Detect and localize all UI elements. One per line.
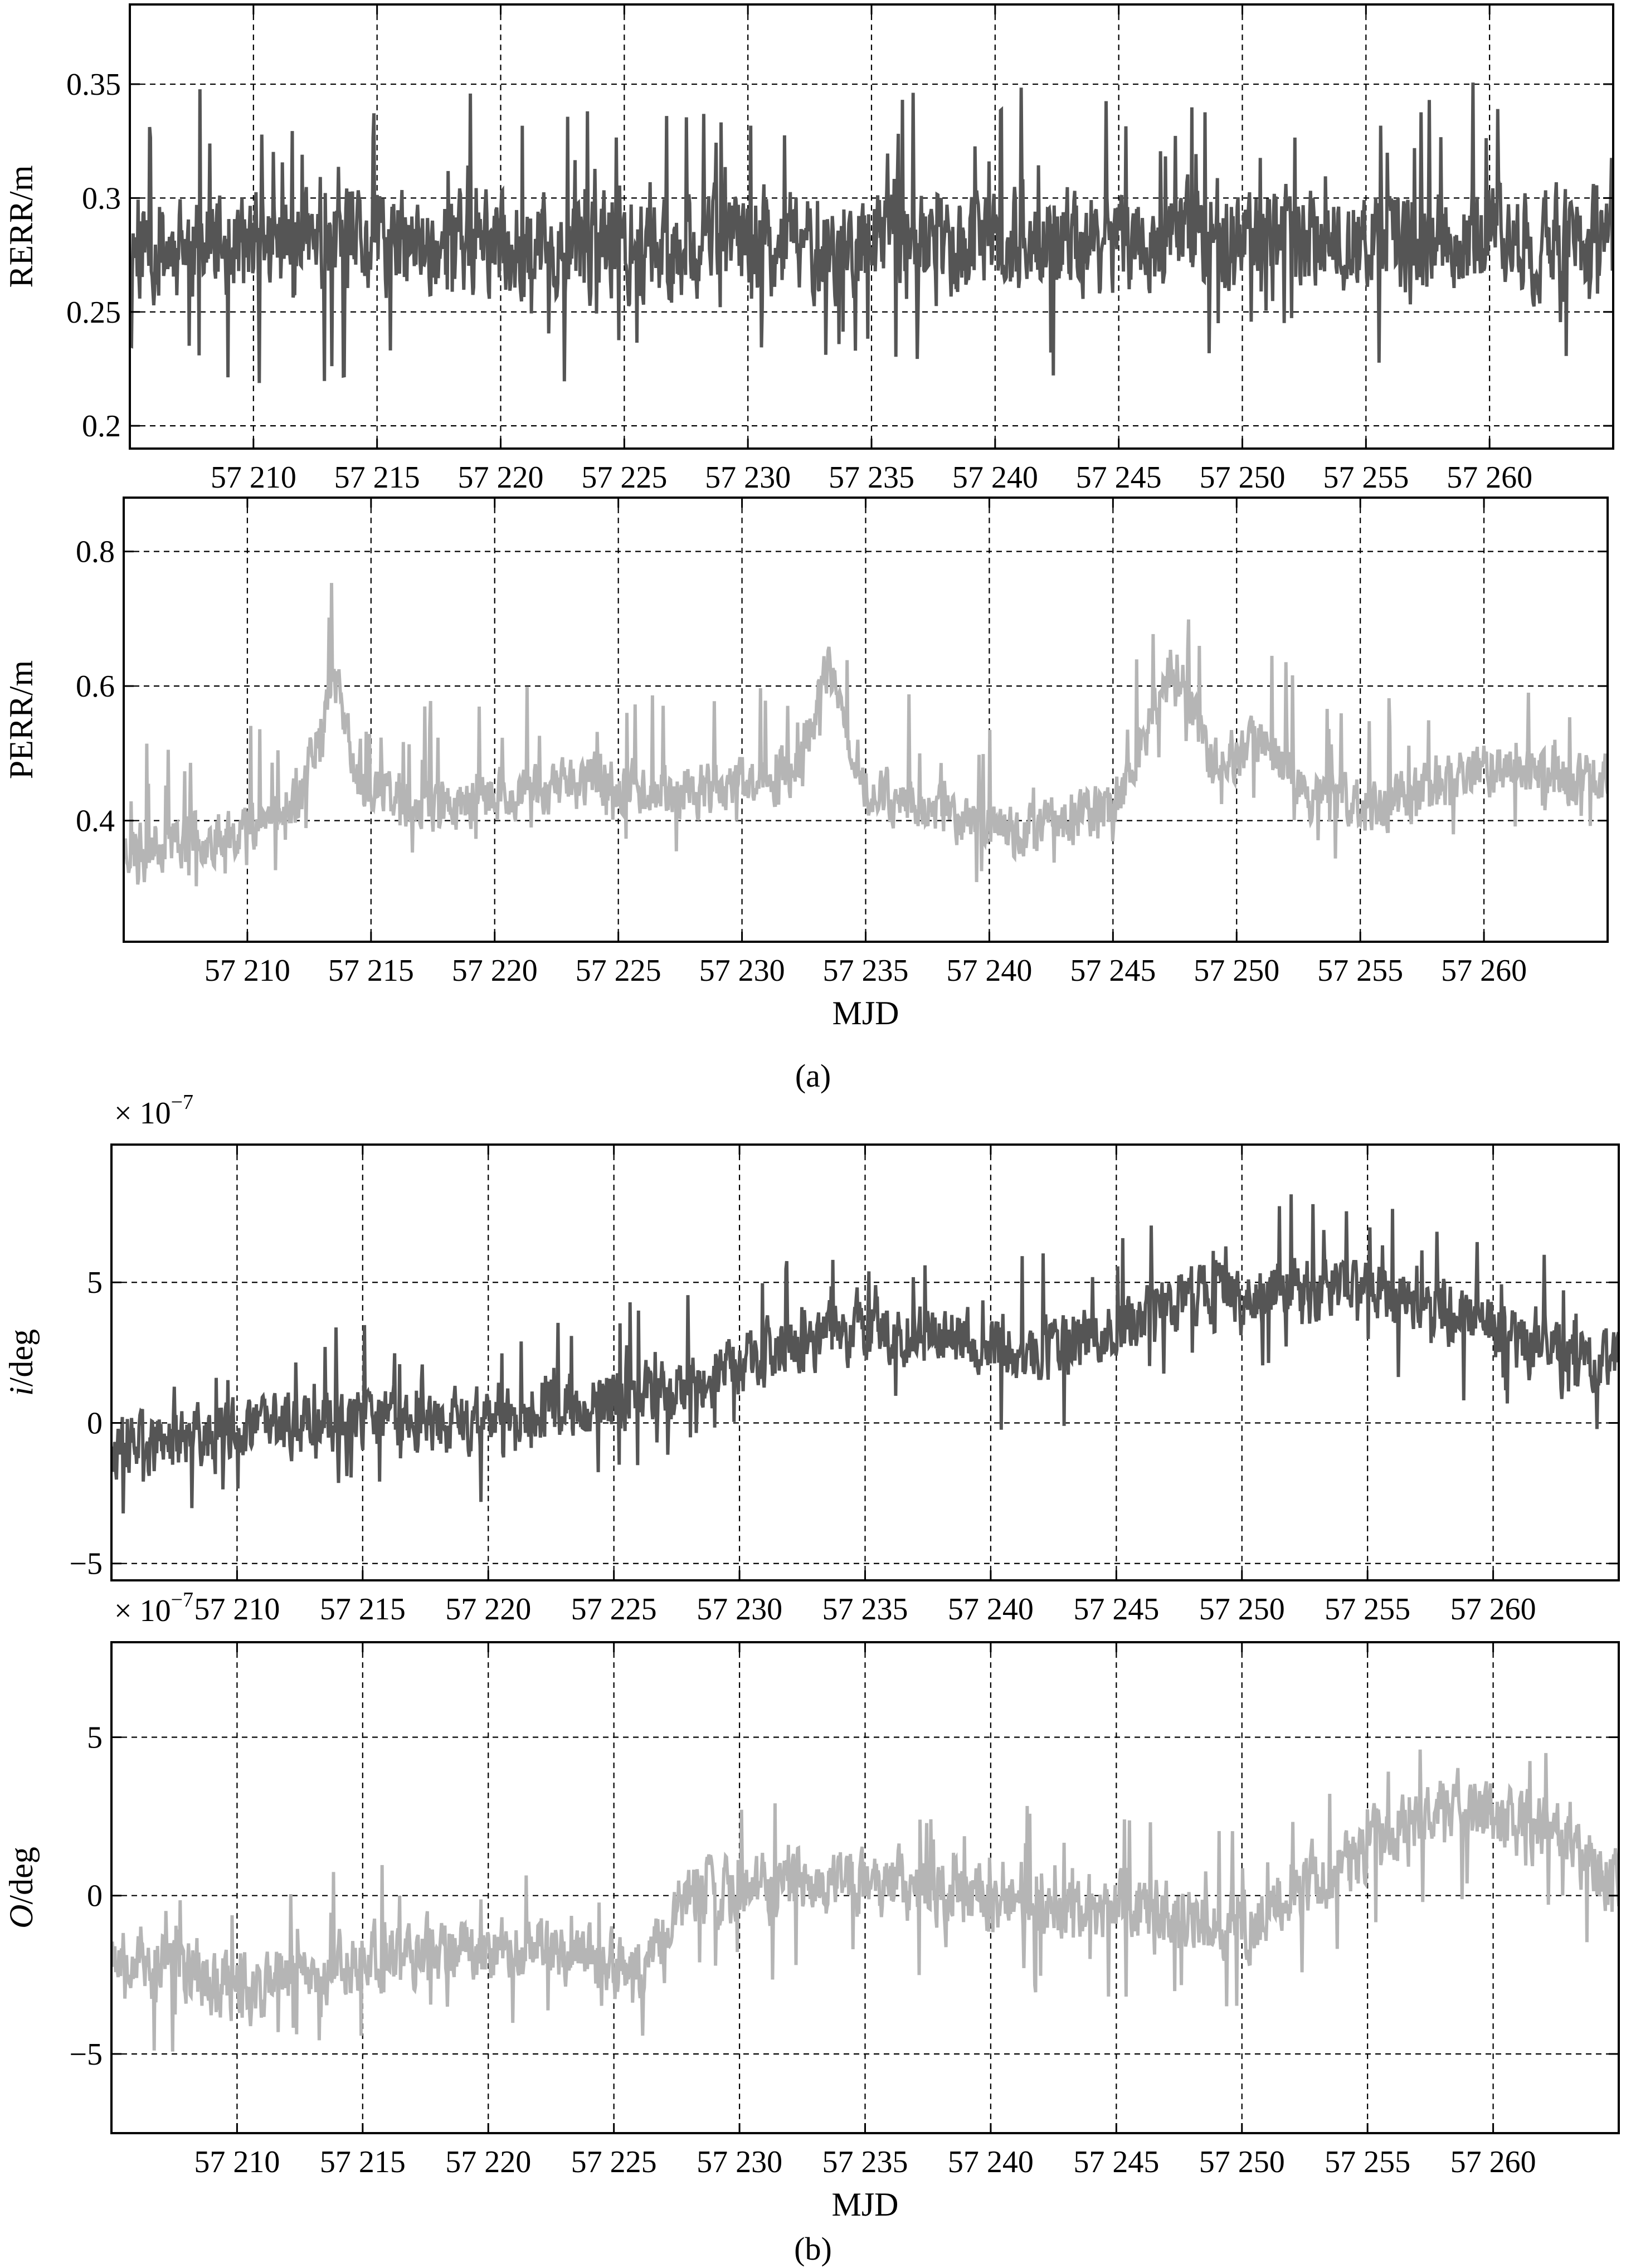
x-tick-label: 57 220 — [445, 1592, 531, 1627]
series-line-i — [111, 1194, 1619, 1513]
x-tick-label: 57 245 — [1070, 953, 1156, 988]
x-tick-label: 57 230 — [697, 1592, 782, 1627]
y-tick-label: 5 — [87, 1721, 103, 1755]
x-tick-label: 57 240 — [948, 2145, 1034, 2179]
x-tick-label: 57 215 — [334, 460, 420, 495]
caption-a: (a) — [795, 1058, 831, 1094]
y-tick-label: 0.35 — [66, 67, 121, 102]
x-tick-label: 57 230 — [699, 953, 785, 988]
x-tick-label: 57 250 — [1199, 1592, 1285, 1627]
y-tick-label: 0 — [87, 1879, 103, 1914]
x-tick-label: 57 245 — [1073, 1592, 1159, 1627]
x-tick-label: 57 260 — [1441, 953, 1527, 988]
y-tick-label: 0.4 — [76, 804, 115, 839]
x-tick-label: 57 255 — [1325, 1592, 1410, 1627]
x-tick-label: 57 230 — [705, 460, 791, 495]
panel-omega: 57 210 57 215 57 220 57 225 57 230 57 235 57 2… — [3, 1588, 1620, 2223]
x-tick-label: 57 215 — [320, 1592, 406, 1627]
x-tick-label: 57 250 — [1194, 953, 1279, 988]
y-tick-label: 5 — [87, 1266, 103, 1300]
x-tick-label: 57 215 — [320, 2145, 406, 2179]
x-tick-label: 57 240 — [948, 1592, 1034, 1627]
x-tick-label: 57 245 — [1076, 460, 1162, 495]
y-tick-label: −5 — [69, 2037, 103, 2072]
x-tick-label: 57 260 — [1450, 2145, 1536, 2179]
axis-multiplier: × 10−7 — [114, 1091, 193, 1131]
x-tick-label: 57 245 — [1073, 2145, 1159, 2179]
x-tick-label: 57 225 — [571, 1592, 657, 1627]
axis-multiplier: × 10−7 — [114, 1588, 193, 1628]
x-tick-label: 57 235 — [829, 460, 914, 495]
x-tick-label: 57 235 — [822, 2145, 908, 2179]
x-axis-label: MJD — [831, 2186, 898, 2223]
x-tick-label: 57 225 — [576, 953, 661, 988]
y-tick-label: 0.8 — [76, 535, 115, 570]
x-tick-label: 57 255 — [1325, 2145, 1410, 2179]
y-axis-label: O/deg — [3, 1847, 40, 1929]
y-tick-label: 0.6 — [76, 669, 115, 704]
x-tick-label: 57 235 — [822, 1592, 908, 1627]
caption-b: (b) — [794, 2231, 832, 2267]
x-tick-label: 57 250 — [1199, 2145, 1285, 2179]
x-tick-label: 57 250 — [1200, 460, 1286, 495]
x-tick-label: 57 240 — [952, 460, 1038, 495]
x-tick-label: 57 220 — [452, 953, 538, 988]
x-tick-label: 57 260 — [1450, 1592, 1536, 1627]
x-tick-label: 57 220 — [458, 460, 544, 495]
series-line-RERR — [130, 82, 1613, 383]
y-tick-label: 0.3 — [82, 181, 121, 216]
x-tick-label: 57 235 — [823, 953, 909, 988]
x-tick-label: 57 210 — [194, 2145, 280, 2179]
x-tick-label: 57 225 — [581, 460, 667, 495]
panel-i: 57 210 57 215 57 220 57 225 57 230 57 235 57 2… — [3, 1091, 1620, 1627]
y-axis-label: i/deg — [3, 1329, 40, 1396]
x-tick-label: 57 210 — [205, 953, 290, 988]
x-tick-label: 57 225 — [571, 2145, 657, 2179]
series-line-O — [111, 1749, 1619, 2052]
y-axis-label: PERR/m — [3, 660, 40, 779]
series-line-PERR — [124, 583, 1608, 887]
y-axis-label: RERR/m — [3, 165, 40, 288]
x-tick-label: 57 240 — [946, 953, 1032, 988]
x-tick-label: 57 215 — [328, 953, 414, 988]
x-tick-label: 57 255 — [1323, 460, 1409, 495]
x-tick-label: 57 210 — [211, 460, 296, 495]
y-tick-label: 0.25 — [66, 295, 121, 330]
x-tick-label: 57 230 — [697, 2145, 782, 2179]
x-tick-label: 57 260 — [1447, 460, 1532, 495]
x-tick-label: 57 220 — [445, 2145, 531, 2179]
x-tick-label: 57 210 — [194, 1592, 280, 1627]
x-tick-label: 57 255 — [1317, 953, 1403, 988]
y-tick-label: 0 — [87, 1406, 103, 1440]
x-axis-label: MJD — [832, 995, 899, 1031]
y-tick-label: 0.2 — [82, 409, 121, 444]
panel-perr: 57 210 57 215 57 220 57 225 57 230 57 235 57 2… — [3, 497, 1609, 1031]
y-tick-label: −5 — [69, 1547, 103, 1581]
panel-rerr: 57 210 57 215 57 220 57 225 57 230 57 235 57 2… — [3, 3, 1614, 495]
